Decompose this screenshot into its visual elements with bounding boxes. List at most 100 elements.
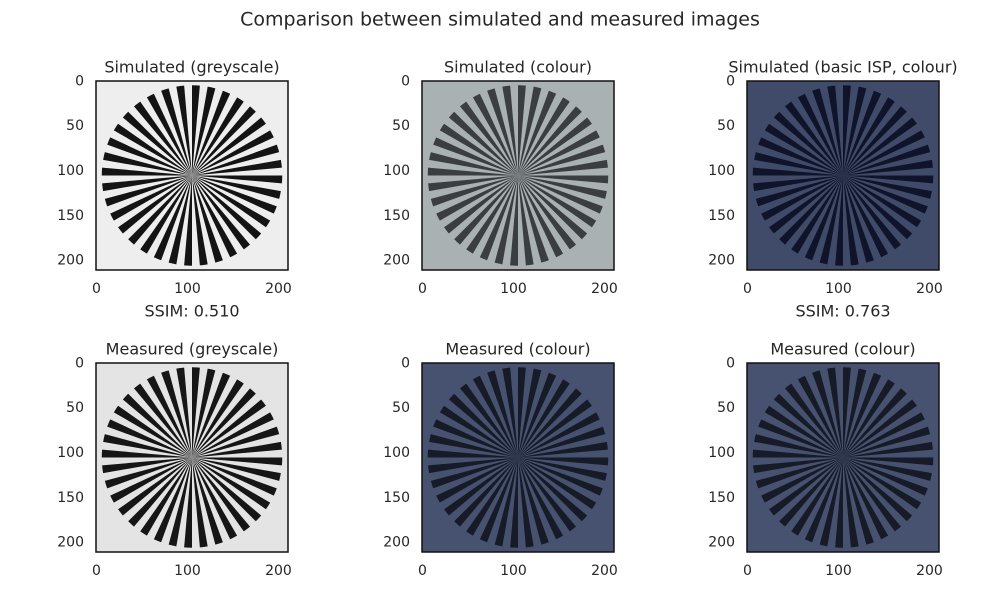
spoke — [843, 175, 859, 266]
x-tick-label: 100 — [825, 563, 852, 579]
spoke — [192, 372, 231, 458]
spoke — [502, 85, 518, 176]
spoke — [510, 457, 518, 548]
spoke — [518, 144, 606, 176]
spoke — [122, 111, 192, 176]
spoke — [479, 457, 518, 543]
spoke — [444, 457, 518, 516]
spoke — [192, 144, 280, 176]
spoke — [784, 101, 843, 176]
spoke — [168, 175, 192, 265]
spoke — [752, 167, 843, 176]
spoke — [518, 367, 526, 458]
y-tick-label: 50 — [66, 118, 84, 134]
spoke — [518, 175, 564, 258]
y-tick-label: 200 — [708, 253, 735, 269]
spoke — [843, 372, 882, 458]
spoke — [146, 93, 192, 176]
spoke — [518, 372, 557, 458]
spoke — [518, 412, 600, 458]
spoke — [107, 137, 192, 176]
spoke — [804, 175, 843, 261]
spoke — [192, 457, 238, 540]
y-tick-label: 150 — [708, 490, 735, 506]
spoke — [510, 175, 518, 266]
spoke — [518, 457, 564, 540]
y-tick-label: 50 — [66, 400, 84, 416]
y-tick-label: 150 — [383, 490, 410, 506]
spoke — [102, 175, 192, 192]
spoke — [128, 175, 192, 245]
spoke — [192, 457, 223, 545]
spoke — [843, 457, 928, 496]
spoke — [103, 434, 192, 458]
spoke — [843, 85, 851, 176]
spoke — [769, 457, 843, 516]
spoke — [773, 111, 843, 176]
spoke — [843, 457, 874, 545]
spoke — [518, 175, 577, 250]
x-axis-label: SSIM: 0.763 — [795, 302, 890, 321]
spoke — [192, 399, 266, 458]
spoke — [518, 399, 592, 458]
spoke — [779, 175, 843, 245]
spoke — [448, 393, 518, 458]
spoke — [761, 175, 843, 221]
spoke — [827, 367, 843, 458]
spoke — [518, 175, 603, 214]
spoke — [797, 375, 843, 458]
spoke — [448, 111, 518, 176]
spoke — [192, 457, 208, 548]
y-tick-label: 100 — [57, 445, 84, 461]
spoke — [843, 175, 913, 240]
spoke — [192, 175, 238, 258]
y-tick-label: 150 — [57, 208, 84, 224]
spoke — [101, 167, 192, 176]
spoke — [113, 405, 192, 458]
spoke — [433, 137, 518, 176]
x-tick-label: 200 — [265, 281, 292, 297]
spoke — [113, 123, 192, 176]
spoke — [518, 97, 570, 176]
spoke — [459, 101, 518, 176]
y-tick-label: 100 — [383, 445, 410, 461]
spoke — [479, 175, 518, 261]
x-tick-label: 100 — [500, 281, 527, 297]
spoke — [843, 457, 889, 540]
spoke — [429, 152, 518, 176]
spoke — [192, 175, 271, 228]
y-tick-label: 150 — [57, 490, 84, 506]
spoke — [428, 457, 518, 474]
spoke — [755, 457, 843, 489]
spoke — [133, 101, 192, 176]
spoke — [843, 457, 913, 522]
x-tick-label: 100 — [825, 281, 852, 297]
spoke — [192, 426, 280, 458]
spoke — [518, 159, 608, 176]
spoke — [843, 130, 925, 176]
y-tick-label: 200 — [57, 253, 84, 269]
spoke — [192, 175, 281, 199]
y-tick-label: 50 — [392, 118, 410, 134]
spoke — [758, 419, 843, 458]
x-tick-label: 0 — [418, 563, 427, 579]
spoke — [104, 457, 192, 489]
x-tick-label: 200 — [916, 563, 943, 579]
spoke — [192, 175, 223, 263]
spoke — [804, 457, 843, 543]
spoke — [192, 457, 277, 496]
spoke — [472, 375, 518, 458]
spoke — [518, 175, 607, 199]
spoke — [122, 393, 192, 458]
spoke — [843, 106, 907, 176]
spoke — [168, 457, 192, 547]
spoke — [843, 117, 917, 176]
spoke — [843, 175, 889, 258]
spoke — [466, 175, 518, 254]
spoke — [133, 383, 192, 458]
spoke — [843, 86, 867, 176]
spoke — [758, 137, 843, 176]
spoke — [518, 368, 542, 458]
spoke — [812, 370, 843, 458]
spoke — [192, 130, 274, 176]
